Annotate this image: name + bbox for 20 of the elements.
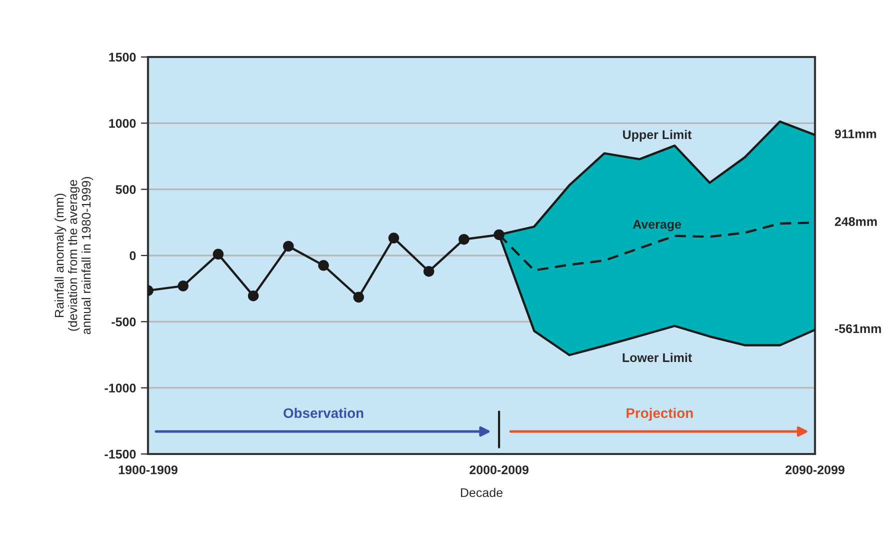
series-label: Lower Limit bbox=[622, 352, 692, 362]
y-axis-title: Rainfall anomaly (mm) (deviation from the average annual rainfall in 1980-1999) bbox=[54, 177, 94, 334]
y-tick-label: -500 bbox=[112, 317, 136, 326]
annotation: -561mm bbox=[834, 324, 881, 334]
y-tick-label: 0 bbox=[130, 251, 136, 260]
annotation: 911mm bbox=[834, 129, 876, 138]
annotation: Projection bbox=[626, 408, 693, 421]
y-tick-label: -1000 bbox=[104, 384, 136, 392]
y-tick-label: 500 bbox=[116, 185, 136, 194]
series-label: Average bbox=[632, 220, 682, 232]
y-tick-label: 1000 bbox=[109, 118, 136, 128]
x-axis-title: Decade bbox=[460, 488, 502, 498]
annotation: 248mm bbox=[834, 217, 877, 226]
y-tick-label: -1500 bbox=[104, 450, 136, 459]
x-tick-label: 1900-1909 bbox=[118, 465, 178, 474]
x-tick-label: 2090-2099 bbox=[786, 465, 844, 474]
y-tick-label: 1500 bbox=[109, 52, 136, 62]
series-label: Upper Limit bbox=[623, 130, 692, 142]
x-tick-label: 2000-2009 bbox=[470, 465, 528, 474]
annotation: Observation bbox=[284, 408, 364, 418]
